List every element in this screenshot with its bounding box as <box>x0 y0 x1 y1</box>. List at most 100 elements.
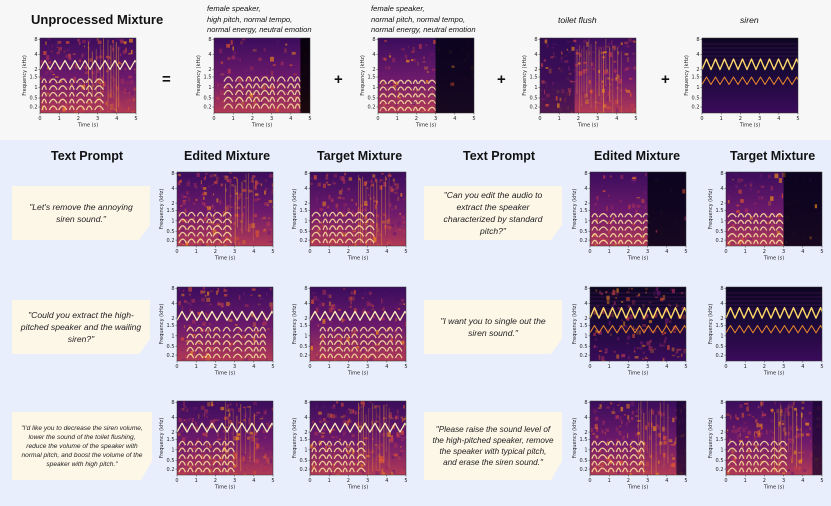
y-tick-label: 0.2 <box>692 105 700 111</box>
x-tick-label: 5 <box>684 364 687 370</box>
y-tick-label: 1.5 <box>167 437 175 443</box>
y-tick-label: 1.5 <box>716 208 724 214</box>
header-edited-mixture-right: Edited Mixture <box>594 149 681 163</box>
x-tick-label: 0 <box>724 364 727 370</box>
x-tick-label: 0 <box>724 249 727 255</box>
x-tick-label: 0 <box>212 116 215 122</box>
x-tick-label: 4 <box>801 364 804 370</box>
x-tick-label: 2 <box>251 116 254 122</box>
header-target-mixture-right: Target Mixture <box>730 149 816 163</box>
y-tick-label: 1.5 <box>300 437 308 443</box>
y-tick-label: 4 <box>720 301 723 307</box>
y-tick-label: 0.2 <box>167 353 175 359</box>
y-tick-label: 2 <box>584 316 587 322</box>
y-tick-label: 4 <box>584 186 587 192</box>
x-axis-label: Time (s) <box>763 485 784 491</box>
y-tick-label: 8 <box>304 400 307 406</box>
y-tick-label: 1.5 <box>368 75 376 81</box>
y-tick-label: 0.2 <box>716 353 724 359</box>
y-tick-label: 2 <box>720 430 723 436</box>
x-tick-label: 5 <box>404 249 407 255</box>
y-tick-label: 4 <box>720 186 723 192</box>
x-tick-label: 5 <box>820 478 823 484</box>
y-tick-label: 8 <box>584 171 587 177</box>
x-axis-label: Time (s) <box>627 485 648 491</box>
y-axis-label: Frequency (kHz) <box>572 304 578 345</box>
spectrogram-image <box>310 287 406 361</box>
x-tick-label: 2 <box>415 116 418 122</box>
x-tick-label: 0 <box>376 116 379 122</box>
y-tick-label: 2 <box>372 67 375 73</box>
y-tick-label: 8 <box>171 171 174 177</box>
x-tick-label: 5 <box>308 116 311 122</box>
y-tick-label: 8 <box>372 37 375 43</box>
y-tick-label: 1 <box>534 85 537 91</box>
x-tick-label: 3 <box>782 249 785 255</box>
y-tick-label: 8 <box>171 400 174 406</box>
y-tick-label: 1 <box>208 85 211 91</box>
y-tick-label: 1 <box>171 219 174 225</box>
prompt-bubble-6: "Please raise the sound level of the hig… <box>424 412 562 480</box>
y-tick-label: 4 <box>171 301 174 307</box>
spectrogram-unprocessed-mixture: 0.2 0.5 1 1.5 2 4 8 0 1 2 3 4 5 Time (s) Frequency (kH… <box>20 36 140 129</box>
x-tick-label: 2 <box>627 249 630 255</box>
spectrogram-image <box>590 401 686 475</box>
x-tick-label: 3 <box>366 478 369 484</box>
x-tick-label: 1 <box>744 478 747 484</box>
x-tick-label: 1 <box>195 364 198 370</box>
x-tick-label: 2 <box>577 116 580 122</box>
x-tick-label: 3 <box>758 116 761 122</box>
x-tick-label: 0 <box>538 116 541 122</box>
x-tick-label: 2 <box>214 249 217 255</box>
x-tick-label: 0 <box>308 478 311 484</box>
x-axis-label: Time (s) <box>577 123 598 129</box>
y-tick-label: 2 <box>171 430 174 436</box>
x-tick-label: 4 <box>665 364 668 370</box>
y-tick-label: 1.5 <box>580 323 588 329</box>
x-tick-label: 1 <box>608 478 611 484</box>
y-tick-label: 2 <box>304 201 307 207</box>
prompt-bubble-3: "Could you extract the high-pitched spea… <box>12 300 150 354</box>
y-tick-label: 8 <box>208 37 211 43</box>
y-tick-label: 1 <box>304 334 307 340</box>
spectrogram-edited-5: 0.2 0.5 1 1.5 2 4 8 0 1 2 3 4 5 Time (s) Frequency (kH… <box>157 399 277 491</box>
y-axis-label: Frequency (kHz) <box>159 304 165 345</box>
x-tick-label: 4 <box>453 116 456 122</box>
x-tick-label: 3 <box>782 478 785 484</box>
y-tick-label: 8 <box>696 37 699 43</box>
y-tick-label: 0.2 <box>580 238 588 244</box>
y-tick-label: 0.2 <box>167 467 175 473</box>
spectrogram-image <box>214 38 310 113</box>
y-axis-label: Frequency (kHz) <box>684 55 690 96</box>
y-tick-label: 0.5 <box>167 458 175 464</box>
y-axis-label: Frequency (kHz) <box>292 189 298 230</box>
y-tick-label: 0.5 <box>580 229 588 235</box>
y-axis-label: Frequency (kHz) <box>708 189 714 230</box>
x-tick-label: 2 <box>627 364 630 370</box>
y-tick-label: 1.5 <box>580 437 588 443</box>
y-tick-label: 0.2 <box>530 105 538 111</box>
x-tick-label: 3 <box>366 364 369 370</box>
x-tick-label: 1 <box>328 364 331 370</box>
y-tick-label: 1.5 <box>167 208 175 214</box>
spectrogram-target-4: 0.2 0.5 1 1.5 2 4 8 0 1 2 3 4 5 Time (s) Frequency (kH… <box>706 285 826 377</box>
x-tick-label: 4 <box>252 364 255 370</box>
y-tick-label: 1.5 <box>530 75 538 81</box>
spectrogram-image <box>378 38 474 113</box>
y-tick-label: 0.5 <box>167 229 175 235</box>
y-tick-label: 4 <box>208 52 211 58</box>
y-tick-label: 4 <box>372 52 375 58</box>
spectrogram-image <box>310 401 406 475</box>
y-tick-label: 4 <box>34 52 37 58</box>
x-axis-label: Time (s) <box>415 123 436 129</box>
x-tick-label: 3 <box>646 364 649 370</box>
y-axis-label: Frequency (kHz) <box>159 189 165 230</box>
